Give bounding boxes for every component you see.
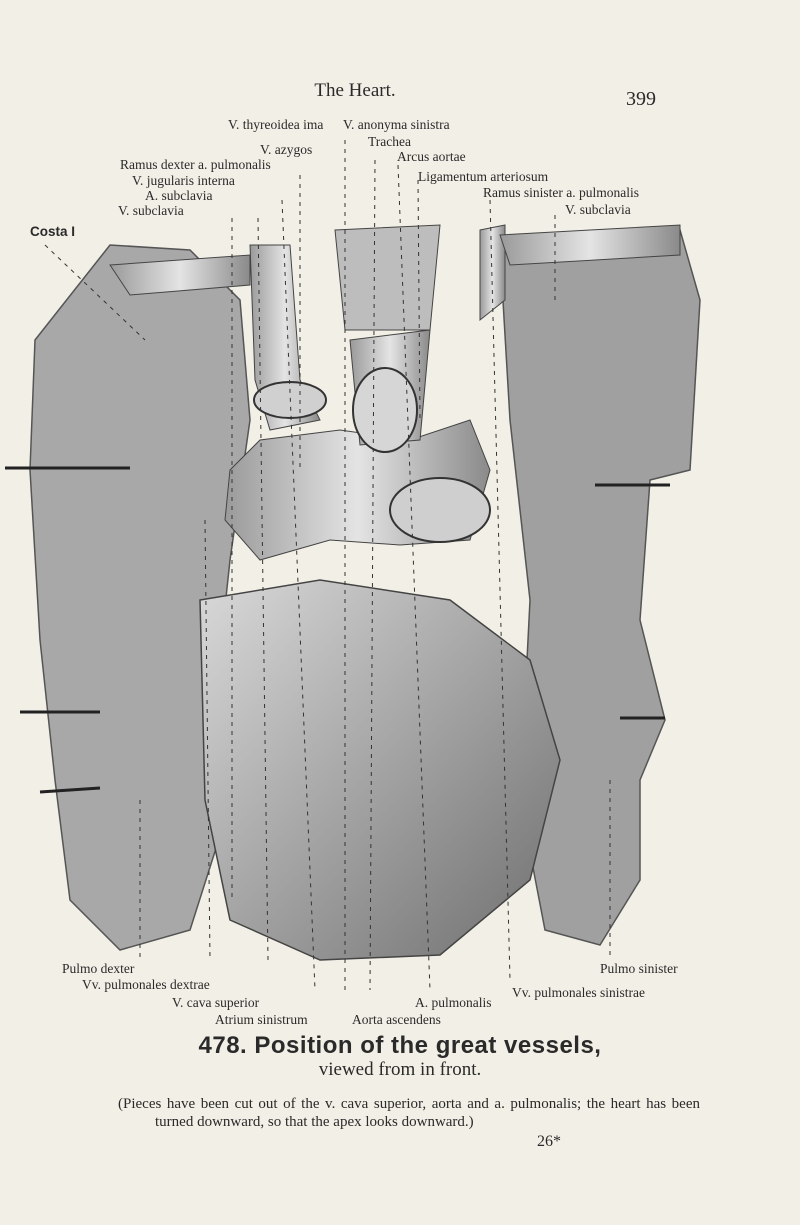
vena-cava bbox=[249, 244, 321, 431]
header-title: The Heart. bbox=[314, 80, 396, 101]
page-number: 399 bbox=[626, 88, 656, 110]
aorta-cut bbox=[389, 477, 491, 543]
figure-label: Trachea bbox=[368, 134, 411, 149]
pins bbox=[5, 466, 670, 794]
figure-label: V. subclavia bbox=[118, 203, 184, 218]
figure-label: Pulmo dexter bbox=[62, 961, 135, 976]
figure-label: Ligamentum arteriosum bbox=[418, 169, 549, 184]
figure-label: A. subclavia bbox=[145, 188, 213, 203]
figure-label: Vv. pulmonales dextrae bbox=[82, 977, 210, 992]
leader bbox=[397, 164, 431, 991]
leader bbox=[489, 199, 511, 981]
trachea bbox=[334, 224, 441, 331]
pulmonalis-cut bbox=[352, 367, 418, 453]
caption-subtitle: viewed from in front. bbox=[318, 1059, 482, 1080]
figure-label: V. thyreoidea ima bbox=[228, 117, 324, 132]
caption-title: 478. Position of the great vessels, bbox=[198, 1032, 602, 1059]
note: (Pieces have been cut out of the v. cava… bbox=[118, 1096, 700, 1130]
left-subclavia bbox=[479, 224, 506, 322]
right-subclavia bbox=[109, 254, 251, 296]
figure-label: V. cava superior bbox=[172, 995, 260, 1010]
figure-label: Atrium sinistrum bbox=[215, 1012, 308, 1027]
pin bbox=[39, 786, 101, 794]
footer: 26* bbox=[537, 1133, 561, 1150]
figure-label: Costa I bbox=[30, 224, 76, 239]
figure-label: Pulmo sinister bbox=[600, 961, 678, 976]
figure-label: A. pulmonalis bbox=[415, 995, 492, 1010]
left-vein bbox=[499, 224, 681, 266]
heart bbox=[199, 579, 561, 961]
figure-label: Arcus aortae bbox=[397, 149, 466, 164]
figure-label: Vv. pulmonales sinistrae bbox=[512, 985, 645, 1000]
leader bbox=[281, 199, 316, 991]
figure-label: Ramus sinister a. pulmonalis bbox=[483, 185, 639, 200]
leader bbox=[204, 519, 211, 961]
leader bbox=[417, 179, 421, 421]
figure-label: V. anonyma sinistra bbox=[343, 117, 450, 132]
leader bbox=[369, 159, 376, 991]
figure-label: V. jugularis interna bbox=[132, 173, 235, 188]
figure-label: V. subclavia bbox=[565, 202, 631, 217]
figure-label: Ramus dexter a. pulmonalis bbox=[120, 157, 271, 172]
leader bbox=[257, 217, 269, 961]
leader-lines bbox=[44, 140, 611, 991]
figure-label: Aorta ascendens bbox=[352, 1012, 441, 1027]
figure-label: V. azygos bbox=[260, 142, 313, 157]
